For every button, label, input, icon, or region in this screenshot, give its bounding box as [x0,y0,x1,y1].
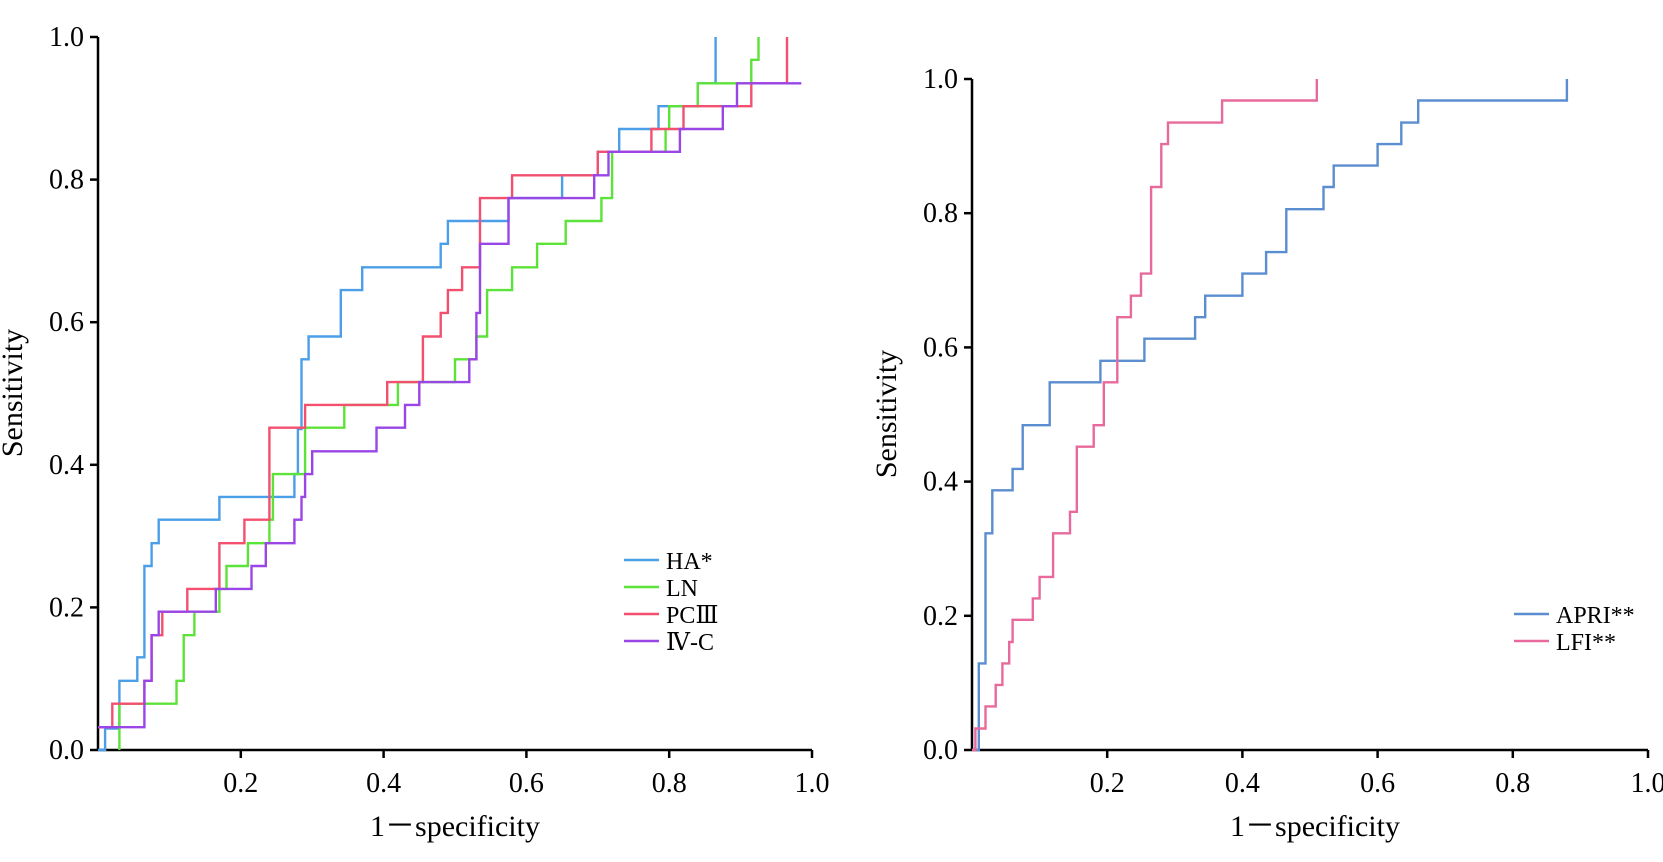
y-tick-label: 0.4 [49,450,84,481]
y-tick-label: 0.6 [923,332,958,363]
x-tick-label: 0.6 [1360,768,1395,799]
series-line-lfi [972,79,1318,752]
y-axis-title: Sensitivity [870,350,903,478]
series-line-apri [972,79,1569,752]
y-tick-label: 0.8 [923,198,958,229]
series-line-ha [98,37,717,752]
series-line-c [98,82,802,729]
x-tick-label: 0.4 [1225,768,1260,799]
x-tick-label: 0.2 [223,768,258,799]
x-tick-label: 0.4 [366,768,401,799]
legend-label: APRI** [1556,603,1635,629]
left-roc-chart: 0.0 0.2 0.4 0.6 0.8 1.0 0.2 0.4 0.6 0.8 1.0 1－speci… [0,22,830,843]
y-tick-label: 0.2 [923,601,958,632]
x-tick-label: 0.8 [652,768,687,799]
legend-label: Ⅳ-C [666,630,714,656]
x-axis-title: 1－specificity [370,810,540,843]
y-axis-title: Sensitivity [0,329,29,457]
y-tick-label: 0.6 [49,307,84,338]
y-tick-label: 0.2 [49,592,84,623]
x-tick-label: 1.0 [1631,768,1663,799]
right-roc-chart: 0.0 0.2 0.4 0.6 0.8 1.0 0.2 0.4 0.6 0.8 1.0 1－speci… [870,64,1663,843]
y-tick-label: 1.0 [49,22,84,53]
x-axis-title: 1－specificity [1230,810,1400,843]
y-tick-label: 0.0 [923,735,958,766]
series-line-ln [118,37,760,750]
x-tick-label: 1.0 [795,768,830,799]
x-tick-label: 0.6 [509,768,544,799]
x-tick-label: 0.8 [1495,768,1530,799]
legend-label: LN [666,576,698,602]
legend-label: HA* [666,549,713,575]
y-tick-label: 0.8 [49,165,84,196]
x-tick-label: 0.2 [1090,768,1125,799]
y-tick-label: 0.4 [923,467,958,498]
y-tick-label: 0.0 [49,735,84,766]
legend-label: LFI** [1556,630,1616,656]
y-tick-label: 1.0 [923,64,958,95]
legend-label: PCⅢ [666,603,719,629]
